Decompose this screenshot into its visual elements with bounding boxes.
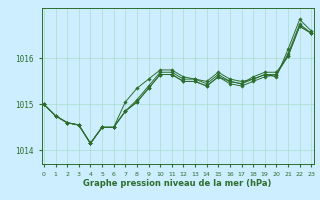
X-axis label: Graphe pression niveau de la mer (hPa): Graphe pression niveau de la mer (hPa): [84, 179, 272, 188]
